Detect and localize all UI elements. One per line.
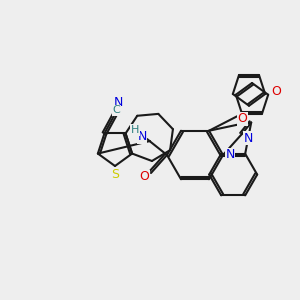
Text: O: O bbox=[271, 85, 281, 98]
Text: N: N bbox=[244, 132, 254, 145]
Text: N: N bbox=[225, 148, 235, 161]
Text: O: O bbox=[139, 170, 149, 184]
Text: N: N bbox=[137, 130, 147, 143]
Text: C: C bbox=[112, 105, 120, 116]
Text: H: H bbox=[131, 125, 139, 135]
Text: N: N bbox=[114, 96, 123, 109]
Text: S: S bbox=[111, 169, 119, 182]
Text: O: O bbox=[238, 112, 247, 125]
